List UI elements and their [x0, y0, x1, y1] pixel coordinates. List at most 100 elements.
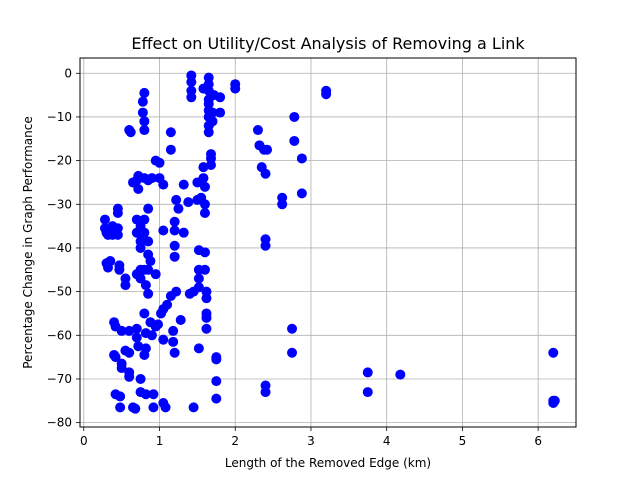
data-point	[206, 159, 217, 170]
data-point	[262, 144, 273, 155]
data-point	[211, 393, 222, 404]
data-point	[140, 389, 151, 400]
data-point	[548, 347, 559, 358]
data-point	[362, 367, 373, 378]
data-point	[146, 330, 157, 341]
data-point	[201, 312, 212, 323]
data-point	[169, 240, 180, 251]
data-point	[211, 376, 222, 387]
data-point	[199, 181, 210, 192]
data-point	[186, 77, 197, 88]
x-axis-label: Length of the Removed Edge (km)	[225, 456, 431, 470]
data-point	[260, 387, 271, 398]
data-point	[139, 87, 150, 98]
data-point	[289, 135, 300, 146]
y-tick-label: −40	[47, 241, 72, 255]
data-point	[135, 373, 146, 384]
data-point	[260, 168, 271, 179]
data-point	[165, 144, 176, 155]
x-tick-label: 6	[534, 434, 542, 448]
x-tick-label: 5	[459, 434, 467, 448]
data-point	[160, 402, 171, 413]
data-point	[116, 363, 127, 374]
y-axis-ticks: 0 −10 −20 −30 −40 −50 −60 −70 −80	[47, 66, 80, 430]
data-point	[162, 299, 173, 310]
data-point	[139, 308, 150, 319]
x-axis-ticks: 0 1 2 3 4 5 6	[80, 427, 542, 448]
data-point	[115, 391, 126, 402]
data-point	[165, 127, 176, 138]
data-point	[178, 179, 189, 190]
data-point	[137, 96, 148, 107]
data-point	[198, 173, 209, 184]
data-point	[215, 107, 226, 118]
data-point	[193, 282, 204, 293]
chart-title: Effect on Utility/Cost Analysis of Remov…	[131, 34, 525, 53]
x-tick-label: 4	[383, 434, 391, 448]
data-point	[201, 286, 212, 297]
data-point	[171, 194, 182, 205]
data-point	[169, 216, 180, 227]
data-point	[148, 389, 159, 400]
data-point	[116, 325, 127, 336]
data-point	[230, 83, 241, 94]
data-point	[131, 323, 142, 334]
data-point	[395, 369, 406, 380]
data-point	[287, 323, 298, 334]
data-point	[193, 273, 204, 284]
data-point	[211, 354, 222, 365]
data-point	[154, 157, 165, 168]
data-point	[183, 197, 194, 208]
plot-frame	[79, 57, 577, 428]
data-point	[148, 402, 159, 413]
data-point	[158, 334, 169, 345]
data-point	[135, 242, 146, 253]
data-point	[199, 208, 210, 219]
data-point	[120, 280, 131, 291]
data-point	[173, 203, 184, 214]
y-tick-label: −80	[47, 416, 72, 430]
data-point	[289, 111, 300, 122]
data-point	[321, 89, 332, 100]
data-point	[124, 371, 135, 382]
data-point	[252, 125, 263, 136]
y-tick-label: −60	[47, 328, 72, 342]
data-point	[145, 256, 156, 267]
data-point	[199, 247, 210, 258]
data-point	[296, 153, 307, 164]
data-point	[139, 116, 150, 127]
data-point	[105, 256, 116, 267]
data-point	[139, 227, 150, 238]
data-point	[169, 347, 180, 358]
y-tick-label: −10	[47, 110, 72, 124]
y-tick-label: −20	[47, 154, 72, 168]
data-point	[139, 125, 150, 136]
data-point	[139, 214, 150, 225]
data-point	[140, 280, 151, 291]
y-tick-label: 0	[64, 66, 72, 80]
data-point	[130, 403, 141, 414]
data-point	[178, 227, 189, 238]
data-point	[171, 286, 182, 297]
data-point	[169, 251, 180, 262]
data-point	[131, 332, 142, 343]
data-point	[133, 184, 144, 195]
data-point	[143, 236, 154, 247]
data-point	[549, 395, 560, 406]
data-point	[168, 325, 179, 336]
data-point	[143, 203, 154, 214]
data-point	[175, 315, 186, 326]
x-tick-label: 3	[307, 434, 315, 448]
data-point	[124, 347, 135, 358]
y-tick-label: −50	[47, 285, 72, 299]
x-tick-label: 1	[156, 434, 164, 448]
grid-lines	[80, 58, 576, 427]
data-point	[99, 214, 110, 225]
data-point	[133, 341, 144, 352]
data-point	[362, 387, 373, 398]
data-point	[277, 199, 288, 210]
data-point	[198, 162, 209, 173]
data-point	[169, 225, 180, 236]
data-point	[143, 288, 154, 299]
